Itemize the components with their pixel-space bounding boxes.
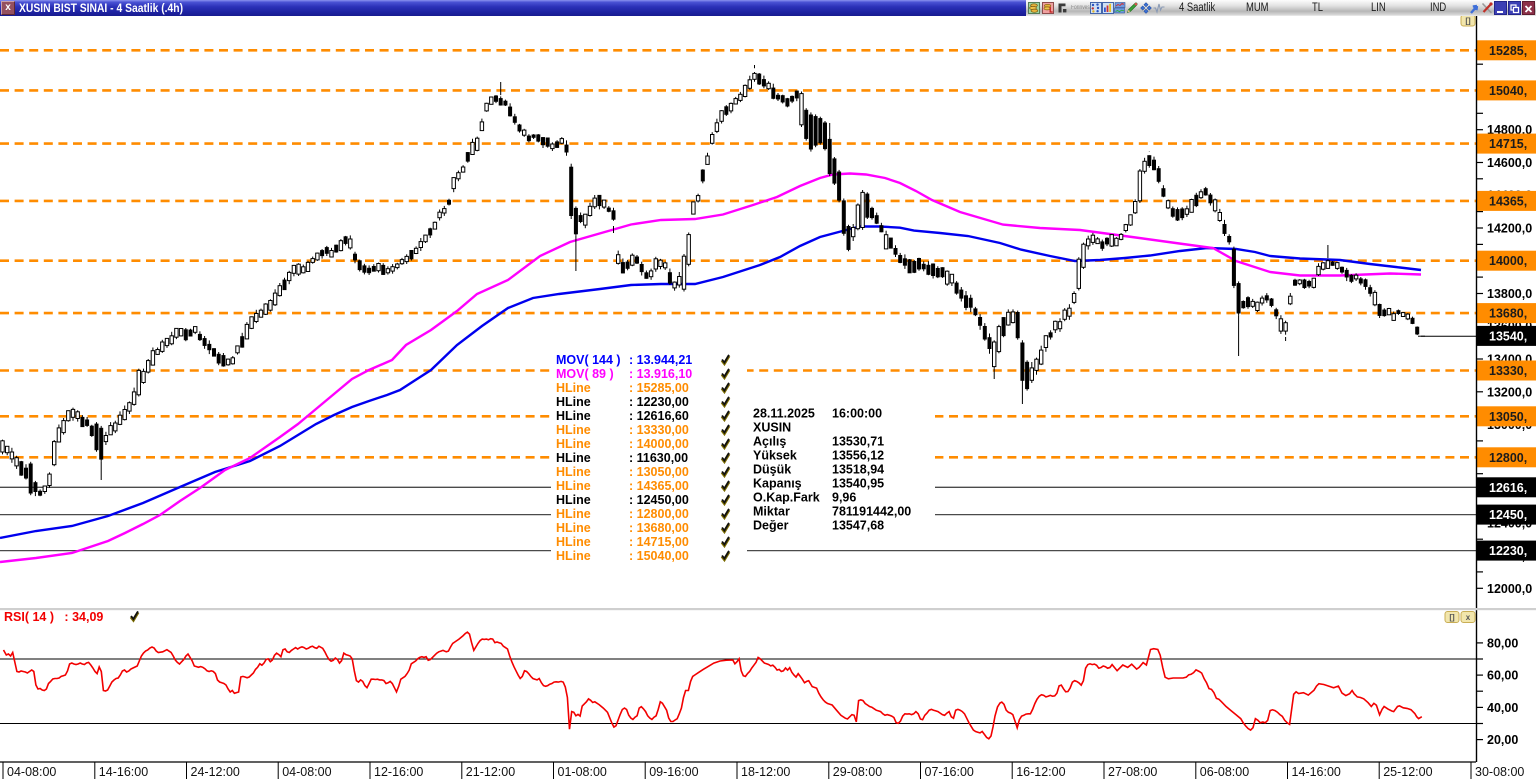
svg-text:15285,: 15285,	[1489, 44, 1527, 58]
svg-text:: 13.916,10: : 13.916,10	[629, 367, 692, 381]
svg-text:01-08:00: 01-08:00	[558, 765, 607, 779]
svg-text:HLine: HLine	[556, 451, 591, 465]
svg-text:[]: []	[1465, 17, 1471, 26]
svg-text:12800,: 12800,	[1489, 451, 1527, 465]
svg-text:: 12616,60: : 12616,60	[629, 409, 689, 423]
svg-text:HLine: HLine	[556, 535, 591, 549]
svg-text:14-16:00: 14-16:00	[99, 765, 148, 779]
svg-text:13200,0: 13200,0	[1487, 385, 1532, 399]
svg-text:20,00: 20,00	[1487, 733, 1518, 747]
svg-text:Açılış: Açılış	[753, 435, 786, 449]
svg-text:14715,: 14715,	[1489, 137, 1527, 151]
svg-text:: 13050,00: : 13050,00	[629, 465, 689, 479]
svg-text:13556,12: 13556,12	[832, 449, 884, 463]
svg-text:12230,: 12230,	[1489, 544, 1527, 558]
svg-text:Değer: Değer	[753, 519, 789, 533]
svg-text:14200,0: 14200,0	[1487, 222, 1532, 236]
svg-text:[]: []	[1449, 613, 1455, 622]
svg-text:13050,: 13050,	[1489, 410, 1527, 424]
svg-text:: 11630,00: : 11630,00	[629, 451, 688, 465]
svg-text:: 14000,00: : 14000,00	[629, 437, 689, 451]
svg-text:HLine: HLine	[556, 479, 591, 493]
svg-text:HLine: HLine	[556, 507, 591, 521]
svg-text:13540,95: 13540,95	[832, 477, 884, 491]
svg-text:16:00:00: 16:00:00	[832, 407, 882, 421]
svg-text:HLine: HLine	[556, 465, 591, 479]
svg-text:HLine: HLine	[556, 381, 591, 395]
svg-text:9,96: 9,96	[832, 491, 856, 505]
svg-text:14365,: 14365,	[1489, 194, 1527, 208]
svg-text:18-12:00: 18-12:00	[741, 765, 790, 779]
svg-text:14000,: 14000,	[1489, 254, 1527, 268]
svg-text:: 14715,00: : 14715,00	[629, 535, 689, 549]
svg-text:HLine: HLine	[556, 549, 591, 563]
svg-text:Yüksek: Yüksek	[753, 449, 797, 463]
svg-text:13800,0: 13800,0	[1487, 287, 1532, 301]
svg-text:: 13.944,21: : 13.944,21	[629, 353, 692, 367]
svg-text:x: x	[1466, 613, 1471, 622]
svg-text:: 12230,00: : 12230,00	[629, 395, 689, 409]
svg-text:07-16:00: 07-16:00	[925, 765, 974, 779]
svg-text:40,00: 40,00	[1487, 701, 1518, 715]
svg-text:: 14365,00: : 14365,00	[629, 479, 689, 493]
svg-text:13530,71: 13530,71	[832, 435, 884, 449]
svg-text:15040,: 15040,	[1489, 84, 1527, 98]
svg-text:04-08:00: 04-08:00	[7, 765, 56, 779]
svg-text:HLine: HLine	[556, 521, 591, 535]
svg-text:HLine: HLine	[556, 409, 591, 423]
svg-text:09-16:00: 09-16:00	[649, 765, 698, 779]
svg-text:80,00: 80,00	[1487, 636, 1518, 650]
svg-text:HLine: HLine	[556, 493, 591, 507]
svg-text:24-12:00: 24-12:00	[191, 765, 240, 779]
svg-text:29-08:00: 29-08:00	[833, 765, 882, 779]
svg-text:: 13680,00: : 13680,00	[629, 521, 689, 535]
svg-text:06-08:00: 06-08:00	[1200, 765, 1249, 779]
svg-text:12616,: 12616,	[1489, 481, 1527, 495]
svg-text:: 15040,00: : 15040,00	[629, 549, 689, 563]
svg-text:13518,94: 13518,94	[832, 463, 884, 477]
svg-text:25-12:00: 25-12:00	[1383, 765, 1432, 779]
svg-text:14-16:00: 14-16:00	[1292, 765, 1341, 779]
svg-text:: 15285,00: : 15285,00	[629, 381, 689, 395]
svg-text:21-12:00: 21-12:00	[466, 765, 515, 779]
svg-text:13330,: 13330,	[1489, 364, 1527, 378]
svg-text:04-08:00: 04-08:00	[282, 765, 331, 779]
svg-text:Kapanış: Kapanış	[753, 477, 802, 491]
svg-text:Miktar: Miktar	[753, 505, 790, 519]
svg-text:XUSIN: XUSIN	[753, 421, 791, 435]
svg-text:781191442,00: 781191442,00	[832, 505, 911, 519]
svg-text:12-16:00: 12-16:00	[374, 765, 423, 779]
svg-text:14600,0: 14600,0	[1487, 156, 1532, 170]
svg-text:12450,: 12450,	[1489, 508, 1527, 522]
svg-text:: 12450,00: : 12450,00	[629, 493, 689, 507]
svg-text:28.11.2025: 28.11.2025	[753, 407, 815, 421]
svg-text:O.Kap.Fark: O.Kap.Fark	[753, 491, 820, 505]
svg-text:13540,: 13540,	[1489, 329, 1527, 343]
svg-text:13680,: 13680,	[1489, 307, 1527, 321]
svg-text:: 13330,00: : 13330,00	[629, 423, 689, 437]
svg-text:RSI( 14 ) : 34,09: RSI( 14 ) : 34,09	[4, 610, 103, 624]
svg-text:12000,0: 12000,0	[1487, 582, 1532, 596]
svg-text:27-08:00: 27-08:00	[1108, 765, 1157, 779]
svg-text:HLine: HLine	[556, 395, 591, 409]
svg-text:60,00: 60,00	[1487, 669, 1518, 683]
svg-text:HLine: HLine	[556, 423, 591, 437]
svg-text:16-12:00: 16-12:00	[1016, 765, 1065, 779]
svg-text:HLine: HLine	[556, 437, 591, 451]
svg-text:MOV( 89 ): MOV( 89 )	[556, 367, 614, 381]
svg-text:MOV( 144 ): MOV( 144 )	[556, 353, 621, 367]
svg-text:13547,68: 13547,68	[832, 519, 884, 533]
svg-text:Düşük: Düşük	[753, 463, 791, 477]
svg-text:30-08:00: 30-08:00	[1475, 765, 1524, 779]
svg-text:: 12800,00: : 12800,00	[629, 507, 689, 521]
